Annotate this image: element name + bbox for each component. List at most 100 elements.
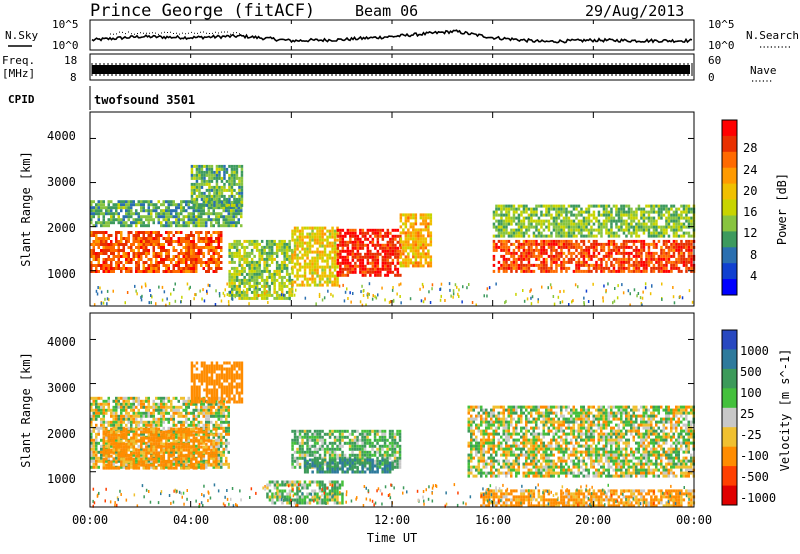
vel-data-cell xyxy=(127,402,130,406)
power-data-cell xyxy=(313,232,317,236)
power-data-cell xyxy=(522,207,526,211)
power-data-cell xyxy=(142,264,145,267)
power-data-cell xyxy=(203,176,206,180)
power-data-cell xyxy=(412,231,415,235)
power-data-cell xyxy=(90,264,93,267)
power-data-cell xyxy=(366,261,370,265)
power-data-cell xyxy=(230,254,234,258)
power-data-cell xyxy=(602,219,606,223)
power-data-cell xyxy=(195,252,198,255)
power-data-noise-cell xyxy=(375,296,378,300)
vel-data-cell xyxy=(112,399,115,403)
power-data-cell xyxy=(570,213,573,217)
power-data-cell xyxy=(600,245,603,249)
power-data-cell xyxy=(207,240,210,243)
vel-data-cell xyxy=(150,459,153,463)
power-data-cell xyxy=(615,231,618,235)
power-data-cell xyxy=(243,245,246,249)
power-data-cell xyxy=(354,231,357,235)
power-data-cell xyxy=(280,284,284,288)
power-data-noise-cell xyxy=(371,297,374,301)
power-data-cell xyxy=(233,197,236,201)
power-data-cell xyxy=(505,257,508,261)
power-data-cell xyxy=(647,234,651,238)
power-data-cell xyxy=(565,231,568,235)
power-data-cell xyxy=(527,207,531,211)
power-data-cell xyxy=(142,206,145,210)
power-data-cell xyxy=(220,164,224,168)
power-data-cell xyxy=(497,266,501,270)
power-data-cell xyxy=(371,228,375,232)
power-data-cell xyxy=(253,242,256,246)
power-data-cell xyxy=(667,219,671,223)
vel-data-cell xyxy=(172,396,175,400)
power-data-cell xyxy=(680,216,683,220)
power-data-cell xyxy=(346,249,350,253)
power-data-cell xyxy=(532,248,536,252)
power-data-cell xyxy=(328,253,332,257)
vel-data-cell xyxy=(167,405,170,409)
power-data-noise-cell xyxy=(617,284,619,288)
power-data-cell xyxy=(228,200,231,204)
power-data-cell xyxy=(622,248,626,252)
power-data-cell xyxy=(107,212,110,216)
power-data-cell xyxy=(672,231,676,235)
power-data-cell xyxy=(645,204,648,208)
power-data-cell xyxy=(545,219,548,223)
power-data-cell xyxy=(424,228,428,232)
power-data-cell xyxy=(185,215,188,219)
power-data-cell xyxy=(517,216,521,220)
power-data-cell xyxy=(381,246,385,250)
power-data-cell xyxy=(291,232,294,236)
power-data-cell xyxy=(657,269,661,273)
power-data-cell xyxy=(359,264,362,268)
power-data-cell xyxy=(212,258,215,261)
power-data-cell xyxy=(215,206,218,210)
power-data-cell xyxy=(192,258,195,261)
power-data-cell xyxy=(202,206,205,210)
power-data-cell xyxy=(230,170,234,174)
power-data-cell xyxy=(341,261,345,265)
power-data-cell xyxy=(213,185,216,189)
power-data-cell xyxy=(510,207,513,211)
power-data-noise-cell xyxy=(458,295,460,298)
power-data-cell xyxy=(192,237,195,240)
power-data-cell xyxy=(650,207,653,211)
vel-data-cell xyxy=(115,417,118,421)
vel-data-cell xyxy=(160,405,163,409)
power-data-cell xyxy=(627,251,631,255)
power-data-cell xyxy=(306,235,309,239)
power-data-cell xyxy=(135,234,138,237)
power-data-cell xyxy=(575,254,578,258)
power-data-cell xyxy=(185,258,188,261)
power-data-cell xyxy=(344,249,347,253)
power-data-cell xyxy=(132,243,135,246)
power-data-cell xyxy=(557,207,561,211)
power-data-cell xyxy=(152,246,155,249)
vel-data-cell xyxy=(97,411,100,415)
vel-data-cell xyxy=(140,426,143,430)
vel-data-cell xyxy=(172,411,175,415)
power-data-cell xyxy=(90,270,93,273)
power-data-cell xyxy=(187,200,190,204)
power-data-cell xyxy=(215,231,218,234)
power-data-cell xyxy=(157,240,160,243)
power-data-cell xyxy=(409,213,413,217)
vel-data-cell xyxy=(140,417,143,421)
power-data-cell xyxy=(210,243,213,246)
power-data-cell xyxy=(637,269,641,273)
power-data-cell xyxy=(645,257,648,261)
power-data-cell xyxy=(645,263,648,267)
power-data-noise-cell xyxy=(136,292,138,296)
power-data-cell xyxy=(344,261,347,265)
power-data-cell xyxy=(258,242,261,246)
power-data-cell xyxy=(685,225,688,229)
power-data-cell xyxy=(195,200,199,204)
power-data-cell xyxy=(652,269,656,273)
power-data-cell xyxy=(419,264,423,268)
power-data-cell xyxy=(238,164,241,168)
power-data-cell xyxy=(230,266,234,270)
power-data-cell xyxy=(682,207,686,211)
power-data-cell xyxy=(592,251,596,255)
power-data-cell xyxy=(386,231,390,235)
